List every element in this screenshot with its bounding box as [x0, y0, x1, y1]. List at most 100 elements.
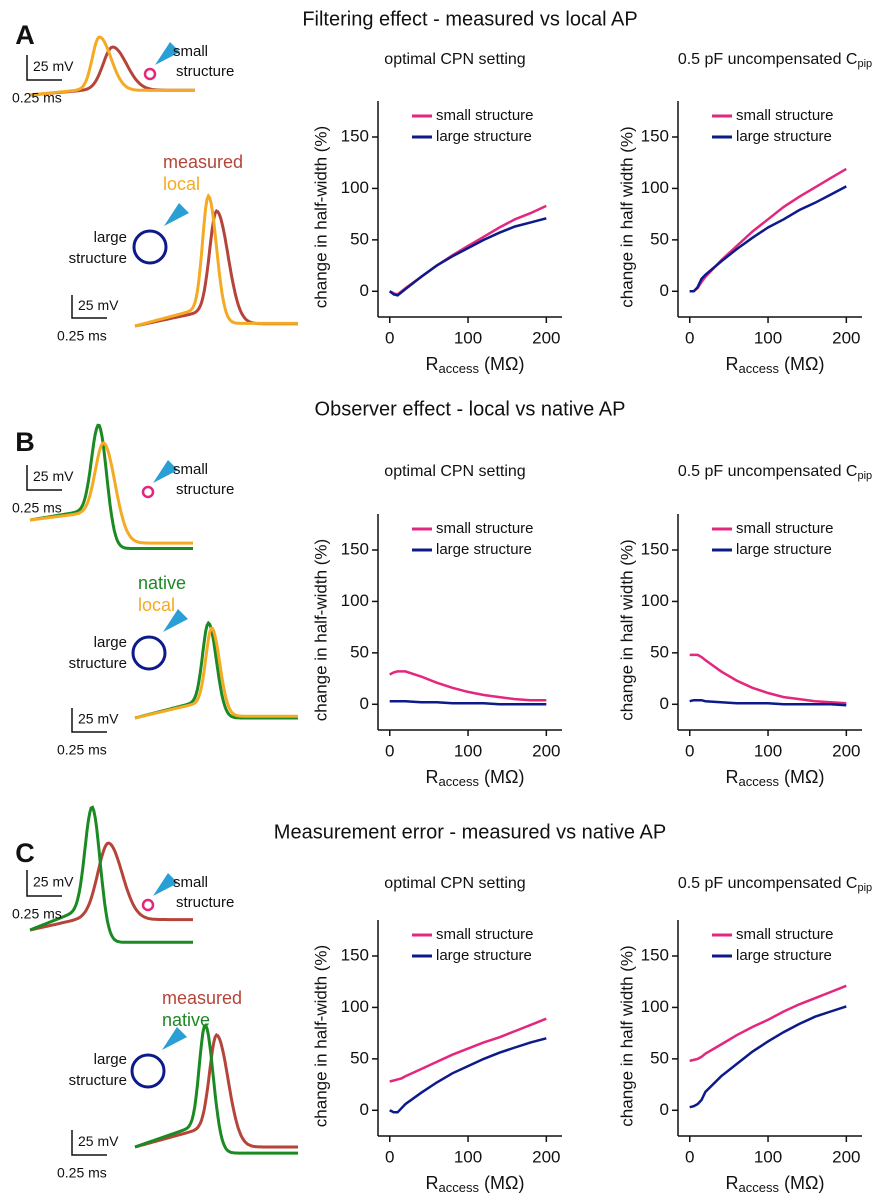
ap-trace: [134, 192, 298, 328]
chart-title-text: 0.5 pF uncompensated C: [678, 463, 858, 480]
y-tick-label: 0: [660, 1100, 669, 1119]
scale-bar-voltage: 25 mV: [33, 468, 74, 484]
ap-trace: [134, 626, 298, 720]
legend-label: small structure: [736, 926, 834, 943]
trace-label: local: [138, 595, 175, 615]
pipette: [164, 203, 189, 226]
data-line: [689, 698, 847, 707]
legend-label: small structure: [736, 107, 834, 124]
data-line: [389, 1037, 547, 1114]
x-label-sub: access: [739, 1180, 780, 1195]
legend-label: large structure: [436, 541, 532, 558]
legend-label: large structure: [436, 128, 532, 145]
y-axis-label: change in half-width (%): [311, 945, 330, 1127]
x-label-sub: access: [739, 361, 780, 376]
scale-bar-time: 0.25 ms: [57, 328, 107, 344]
legend-label: large structure: [736, 128, 832, 145]
y-tick-label: 0: [660, 281, 669, 300]
x-tick-label: 100: [754, 741, 782, 760]
chart-title-text: optimal CPN setting: [384, 875, 525, 892]
scale-bar-voltage: 25 mV: [78, 1133, 119, 1149]
panel-letter: A: [15, 20, 35, 50]
y-tick-label: 150: [341, 126, 369, 145]
x-tick-label: 200: [532, 328, 560, 347]
small-structure-icon: [141, 898, 155, 912]
x-axis-label: Raccess (MΩ): [426, 1173, 525, 1196]
data-line: [689, 1005, 847, 1109]
large-label: large: [94, 1051, 127, 1068]
small-label: small: [173, 874, 208, 891]
small-label: small: [173, 461, 208, 478]
ap-trace: [29, 841, 193, 932]
scale-bar: [26, 55, 62, 81]
data-line: [689, 167, 847, 293]
pipette: [163, 609, 188, 632]
x-tick-label: 200: [832, 741, 860, 760]
y-tick-label: 50: [650, 1048, 669, 1067]
data-line: [388, 217, 547, 297]
x-tick-label: 200: [532, 1147, 560, 1166]
scale-bar-time: 0.25 ms: [57, 742, 107, 758]
pipette: [153, 460, 178, 483]
x-label-unit: (MΩ): [784, 1173, 824, 1193]
y-axis-label: change in half width (%): [617, 539, 636, 720]
x-axis-label: Raccess (MΩ): [726, 1173, 825, 1196]
pipette: [153, 873, 178, 896]
large-label: structure: [69, 1072, 127, 1089]
y-axis-label: change in half width (%): [617, 126, 636, 307]
large-label: large: [94, 634, 127, 651]
legend-label: small structure: [736, 520, 834, 537]
x-label-sub: access: [739, 774, 780, 789]
x-label-main: R: [426, 1173, 439, 1193]
x-axis-label: Raccess (MΩ): [426, 354, 525, 377]
x-tick-label: 100: [754, 328, 782, 347]
chart-title: 0.5 pF uncompensated Cpip: [678, 875, 872, 894]
x-label-main: R: [726, 354, 739, 374]
data-line: [689, 984, 847, 1063]
y-tick-label: 100: [641, 591, 669, 610]
small-label: structure: [176, 63, 234, 80]
chart-title: optimal CPN setting: [384, 875, 525, 892]
x-tick-label: 100: [454, 741, 482, 760]
scale-bar: [71, 295, 107, 319]
y-tick-label: 100: [341, 591, 369, 610]
large-label: structure: [69, 655, 127, 672]
data-line: [389, 1017, 547, 1083]
x-tick-label: 100: [454, 328, 482, 347]
x-label-unit: (MΩ): [484, 767, 524, 787]
chart-title-subscript: pip: [857, 470, 872, 482]
large-label: structure: [69, 250, 127, 267]
legend-label: small structure: [436, 107, 534, 124]
chart-title-text: 0.5 pF uncompensated C: [678, 51, 858, 68]
small-label: structure: [176, 481, 234, 498]
trace-label: native: [138, 573, 186, 593]
x-label-sub: access: [439, 1180, 480, 1195]
y-tick-label: 150: [341, 539, 369, 558]
y-tick-label: 50: [650, 642, 669, 661]
data-line: [389, 204, 547, 296]
trace-label: native: [162, 1010, 210, 1030]
y-axis-label: change in half-width (%): [311, 126, 330, 308]
chart-title-text: optimal CPN setting: [384, 463, 525, 480]
scale-bar-time: 0.25 ms: [12, 90, 62, 106]
scale-bar: [71, 1130, 107, 1156]
y-tick-label: 150: [641, 126, 669, 145]
x-label-main: R: [426, 354, 439, 374]
y-axis-label: change in half-width (%): [311, 539, 330, 721]
y-tick-label: 100: [341, 997, 369, 1016]
y-tick-label: 50: [350, 1048, 369, 1067]
x-label-unit: (MΩ): [784, 767, 824, 787]
y-tick-label: 0: [360, 281, 369, 300]
scale-bar-voltage: 25 mV: [78, 711, 119, 727]
x-tick-label: 100: [454, 1147, 482, 1166]
x-tick-label: 200: [832, 328, 860, 347]
x-tick-label: 100: [754, 1147, 782, 1166]
x-label-sub: access: [439, 361, 480, 376]
panel-letter: C: [15, 838, 35, 868]
small-label: small: [173, 43, 208, 60]
scale-bar-time: 0.25 ms: [12, 906, 62, 922]
x-label-main: R: [726, 1173, 739, 1193]
x-tick-label: 0: [385, 1147, 394, 1166]
small-structure-icon: [141, 485, 155, 499]
ap-trace: [29, 35, 195, 97]
